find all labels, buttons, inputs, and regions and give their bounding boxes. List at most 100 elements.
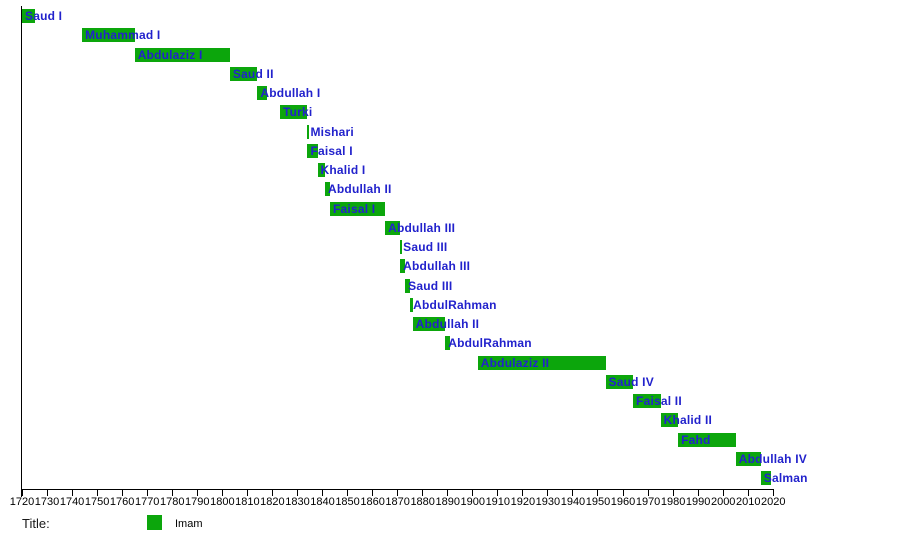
axis-tick-label: 1780 [160,496,185,508]
y-axis-line [21,6,22,497]
axis-tick [497,490,499,496]
axis-tick [547,490,549,496]
reign-bar [325,182,331,197]
reign-label: Fahd [681,432,711,447]
reign-bar [477,355,606,370]
legend-swatch-imam [147,515,162,530]
axis-tick-label: 1760 [109,496,135,508]
legend-item-label: Imam [175,518,203,530]
reign-label: Faisal I [310,143,353,158]
axis-tick-label: 1950 [585,496,611,508]
axis-tick [447,490,449,496]
reign-bar [405,278,411,293]
axis-tick-label: 1730 [34,496,60,508]
reign-bar [317,163,325,177]
axis-tick [196,490,198,496]
reign-label: AbdulRahman [413,297,497,312]
axis-tick [472,490,474,496]
axis-tick [647,490,649,496]
axis-tick-label: 2020 [761,496,786,508]
reign-bar [257,86,268,100]
axis-tick-label: 1960 [610,496,636,508]
axis-tick [271,490,273,496]
reign-bar [307,143,318,158]
reign-label: Abdullah IV [738,451,807,466]
reign-label: AbdulRahman [448,336,532,351]
axis-tick-label: 1910 [485,496,511,508]
axis-tick [121,490,123,496]
reign-label: Abdullah III [403,259,471,274]
reign-bar [633,394,661,408]
axis-tick [697,490,699,496]
axis-tick [71,490,73,496]
x-axis-line [22,489,774,490]
reign-bar [330,201,386,216]
reign-bar [229,66,258,81]
axis-tick-label: 1890 [435,496,460,508]
reign-bar [279,105,308,120]
axis-tick [221,490,223,496]
axis-tick-label: 1750 [84,496,110,508]
axis-tick-label: 1970 [635,496,661,508]
axis-tick [322,490,324,496]
axis-tick [747,490,749,496]
reign-bar [605,374,634,389]
axis-tick [46,490,48,496]
reign-bar [735,451,761,466]
reign-bar [412,317,446,331]
axis-tick [397,490,399,496]
reign-label: Khalid I [320,163,366,177]
reign-label: Abdullah I [260,86,321,100]
reign-label: Saud III [403,240,448,254]
axis-tick-label: 1980 [660,496,686,508]
axis-tick-label: 1990 [685,496,711,508]
axis-tick-label: 1870 [385,496,410,508]
reign-label: Saud III [408,278,453,293]
reign-label: Saud I [25,9,63,23]
reign-bar [410,297,413,312]
axis-tick-label: 1850 [335,496,360,508]
reign-label: Abdullah II [415,317,480,331]
reign-label: Faisal II [636,394,682,408]
axis-tick [96,490,98,496]
reign-bar [385,220,401,235]
reign-label: Saud IV [608,374,654,389]
axis-tick-label: 1930 [535,496,561,508]
axis-tick-label: 2000 [710,496,736,508]
reign-label: Abdullah II [328,182,392,197]
axis-tick-label: 1820 [260,496,285,508]
legend: Title: Imam [0,514,900,536]
axis-tick-label: 1770 [134,496,160,508]
reign-label: Mishari [310,124,354,139]
axis-tick-label: 2010 [736,496,761,508]
axis-tick [347,490,349,496]
axis-tick [672,490,674,496]
axis-tick-label: 1790 [185,496,210,508]
legend-title: Title: [22,516,50,531]
reign-bar [660,413,679,428]
axis-tick [522,490,524,496]
axis-tick [372,490,374,496]
reign-label: Khalid II [663,413,713,428]
axis-tick-label: 1840 [310,496,335,508]
axis-tick [622,490,624,496]
reign-bar [134,47,230,62]
reign-label: Abdulaziz II [480,355,550,370]
reign-label: Abdullah III [388,220,456,235]
reign-bar [22,9,35,23]
axis-tick-label: 1900 [460,496,485,508]
reign-label: Salman [763,471,808,485]
axis-tick-label: 1810 [235,496,260,508]
axis-tick [422,490,424,496]
axis-tick [597,490,599,496]
reign-bar [82,28,135,43]
axis-tick-label: 1720 [9,496,35,508]
axis-tick [772,490,774,496]
axis-tick [21,490,23,496]
axis-tick-label: 1860 [360,496,385,508]
axis-tick-label: 1740 [59,496,85,508]
axis-tick-label: 1920 [510,496,536,508]
axis-tick [572,490,574,496]
axis-tick [722,490,724,496]
